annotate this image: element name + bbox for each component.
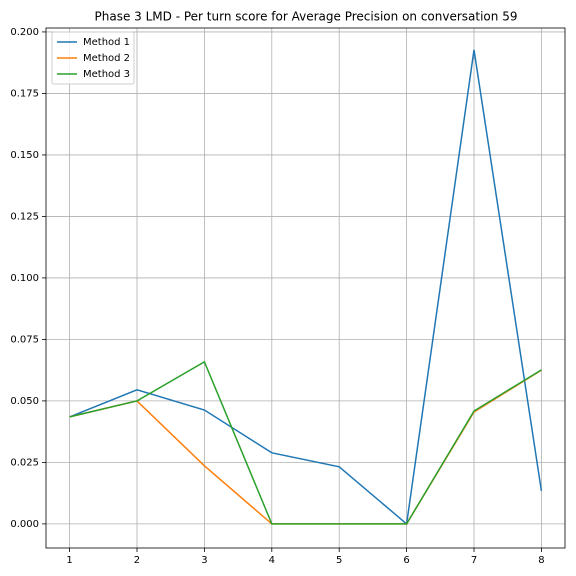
x-tick-label: 5	[336, 555, 342, 566]
legend-box	[51, 31, 135, 85]
x-tick-label: 4	[269, 555, 275, 566]
y-tick-label: 0.025	[10, 457, 39, 468]
series-line	[69, 360, 542, 525]
x-tick-label: 6	[403, 555, 409, 566]
legend-label: Method 2	[83, 53, 130, 64]
x-tick-label: 2	[134, 555, 140, 566]
y-tick-label: 0.125	[10, 211, 39, 222]
x-tick-label: 3	[201, 555, 207, 566]
y-tick-label: 0.000	[10, 519, 39, 530]
x-tick-label: 1	[66, 555, 72, 566]
y-tick-label: 0.100	[10, 273, 39, 284]
x-tick-label: 8	[538, 555, 544, 566]
y-tick-label: 0.075	[10, 334, 39, 345]
x-tick-label: 7	[471, 555, 477, 566]
y-tick-label: 0.200	[10, 27, 39, 38]
y-tick-label: 0.175	[10, 88, 39, 99]
chart-title: Phase 3 LMD - Per turn score for Average…	[95, 10, 518, 24]
legend-label: Method 1	[83, 37, 130, 48]
y-tick-label: 0.050	[10, 396, 39, 407]
legend-label: Method 3	[83, 69, 130, 80]
y-tick-label: 0.150	[10, 150, 39, 161]
series-line	[69, 49, 543, 526]
plot-frame	[45, 27, 566, 549]
